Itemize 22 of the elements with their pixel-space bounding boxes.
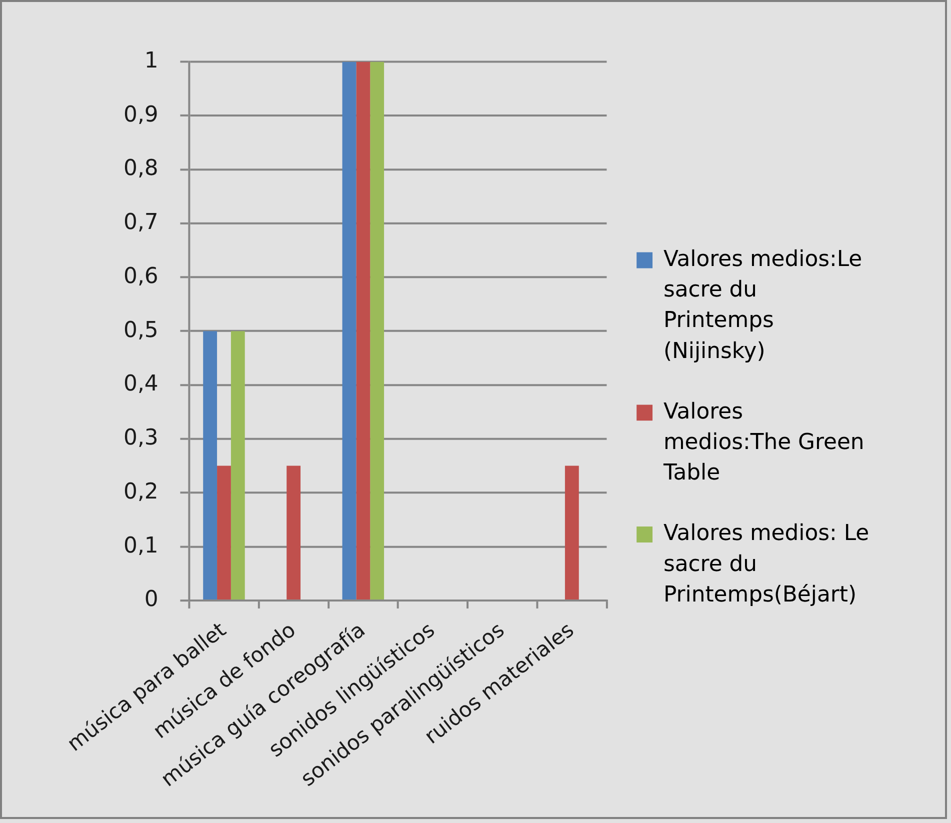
- y-tick-label: 0,3: [124, 426, 158, 451]
- y-tick-label: 0,9: [124, 102, 158, 128]
- y-tick-label: 0: [144, 587, 158, 612]
- bar: [217, 466, 231, 600]
- bar: [370, 62, 384, 600]
- y-tick-label: 0,2: [124, 479, 158, 504]
- legend-label: Valores medios: Le sacre du Printemps(Béjart): [663, 521, 870, 608]
- y-tick-label: 0,1: [124, 533, 158, 558]
- y-tick-label: 0,8: [124, 156, 158, 182]
- y-tick-label: 0,4: [124, 372, 158, 397]
- bar: [564, 466, 579, 600]
- bar: [286, 466, 301, 600]
- legend-label: Valores medios:Le sacre du Printemps (Nijinsky): [663, 246, 862, 364]
- bar: [203, 331, 218, 600]
- bar: [356, 62, 370, 600]
- bar: [230, 331, 245, 600]
- y-tick-label: 0,7: [124, 210, 158, 236]
- y-tick-label: 0,5: [124, 318, 158, 343]
- y-tick-label: 1: [144, 48, 158, 74]
- bar: [342, 62, 356, 600]
- y-tick-label: 0,6: [124, 264, 158, 289]
- legend-label: Valores medios:The Green Table: [662, 399, 864, 486]
